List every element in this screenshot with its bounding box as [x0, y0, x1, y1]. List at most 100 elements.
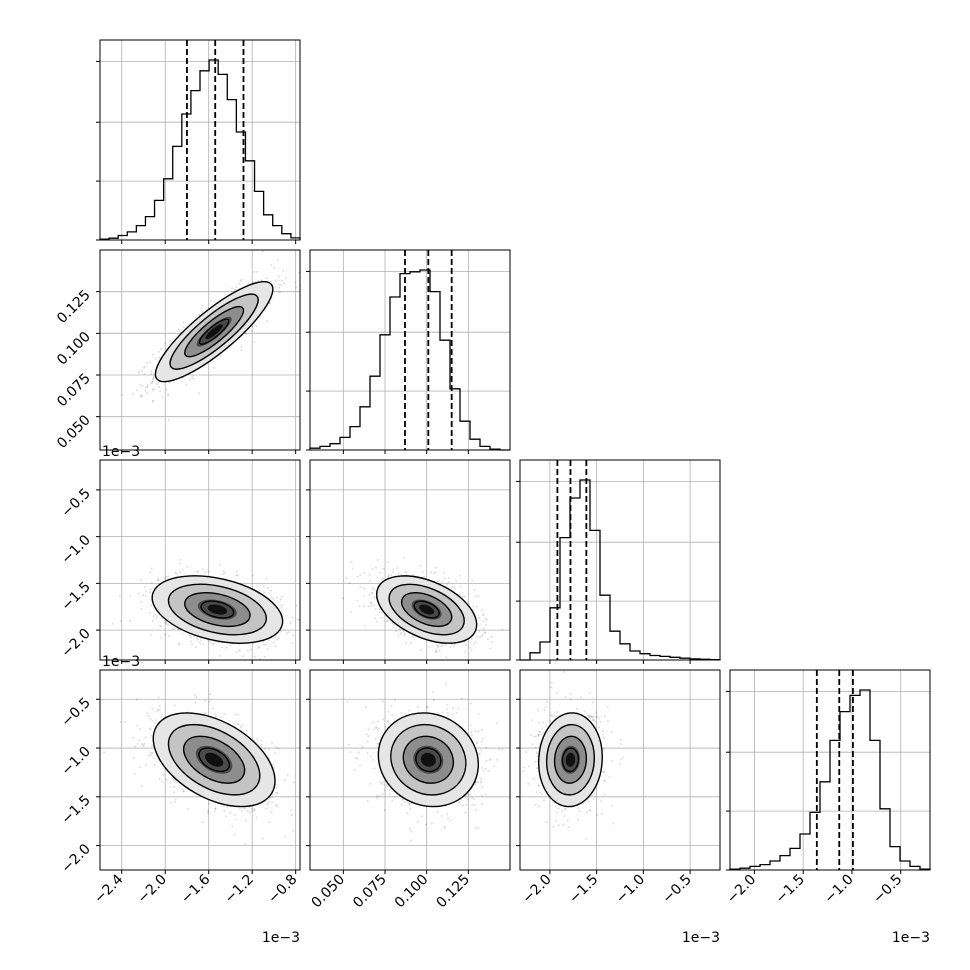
sample-point	[139, 383, 142, 386]
sample-point	[140, 785, 143, 788]
sample-point	[376, 796, 379, 799]
sample-point	[485, 618, 488, 621]
sample-point	[234, 288, 237, 291]
sample-point	[231, 824, 234, 827]
sample-point	[157, 350, 160, 353]
sample-point	[290, 809, 293, 812]
sample-point	[118, 594, 121, 597]
sample-point	[142, 744, 145, 747]
sample-point	[490, 640, 493, 643]
sample-point	[159, 347, 162, 350]
sample-point	[411, 635, 414, 638]
diagonal-panel-4	[726, 669, 931, 871]
sample-point	[264, 748, 267, 751]
sample-point	[264, 655, 267, 658]
sample-point	[144, 389, 147, 392]
sample-point	[161, 780, 164, 783]
sample-point	[321, 621, 323, 623]
sample-point	[229, 644, 232, 647]
sample-point	[387, 575, 390, 578]
sample-point	[262, 643, 265, 646]
sample-point	[146, 386, 149, 389]
sample-point	[188, 634, 191, 637]
sample-point	[483, 631, 486, 634]
sample-point	[381, 700, 384, 703]
sample-point	[244, 819, 247, 822]
sample-point	[149, 634, 152, 637]
sample-point	[397, 572, 400, 575]
sample-point	[103, 751, 106, 754]
sample-point	[150, 381, 153, 384]
contour-line	[152, 712, 276, 808]
sample-point	[145, 595, 148, 598]
diagonal-panel-3	[516, 459, 721, 661]
sample-point	[369, 782, 372, 785]
sample-point	[141, 395, 144, 398]
sample-point	[149, 604, 152, 607]
sample-point	[437, 644, 440, 647]
sample-point	[214, 807, 217, 810]
sample-point	[416, 706, 419, 709]
diagonal-panel-2	[306, 249, 511, 451]
contour-line	[375, 575, 478, 644]
sample-point	[348, 581, 351, 584]
sample-point	[434, 571, 437, 574]
sample-point	[270, 280, 273, 283]
sample-point	[406, 812, 409, 815]
sample-point	[221, 646, 224, 649]
sample-point	[291, 642, 294, 645]
sample-point	[167, 575, 170, 578]
sample-point	[280, 606, 283, 609]
sample-point	[266, 648, 269, 651]
sample-point	[303, 778, 305, 780]
sample-point	[359, 585, 362, 588]
sample-point	[459, 585, 462, 588]
sample-point	[307, 616, 309, 618]
sample-point	[168, 781, 171, 784]
sample-point	[275, 746, 278, 749]
contour-line	[200, 600, 235, 619]
sample-point	[381, 577, 384, 580]
sample-point	[436, 644, 439, 647]
sample-point	[400, 804, 403, 807]
sample-point	[209, 641, 212, 644]
sample-point	[301, 269, 303, 271]
sample-point	[158, 386, 161, 389]
sample-point	[240, 349, 243, 352]
sample-point	[138, 728, 141, 731]
sample-point	[258, 589, 261, 592]
sample-point	[480, 740, 483, 743]
sample-point	[453, 587, 456, 590]
sample-point	[284, 666, 286, 668]
sample-point	[229, 811, 232, 814]
sample-point	[178, 643, 181, 646]
sample-point	[473, 589, 476, 592]
sample-point	[157, 579, 160, 582]
sample-point	[148, 727, 151, 730]
sample-point	[235, 574, 238, 577]
sample-point	[488, 758, 491, 761]
sample-point	[242, 655, 245, 658]
sample-point	[160, 625, 163, 628]
sample-point	[172, 791, 175, 794]
sample-point	[271, 801, 274, 804]
sample-point	[136, 698, 139, 701]
sample-point	[260, 743, 263, 746]
sample-point	[351, 567, 354, 570]
sample-point	[270, 596, 273, 599]
sample-point	[369, 580, 372, 583]
sample-point	[186, 565, 189, 568]
sample-point	[292, 634, 295, 637]
sample-point	[430, 822, 433, 825]
sample-point	[144, 386, 147, 389]
sample-point	[156, 577, 159, 580]
sample-point	[149, 728, 152, 731]
sample-point	[141, 384, 144, 387]
sample-point	[302, 619, 304, 621]
sample-point	[383, 809, 386, 812]
sample-point	[475, 595, 478, 598]
sample-point	[276, 638, 279, 641]
sample-point	[481, 614, 484, 617]
sample-point	[283, 779, 286, 782]
